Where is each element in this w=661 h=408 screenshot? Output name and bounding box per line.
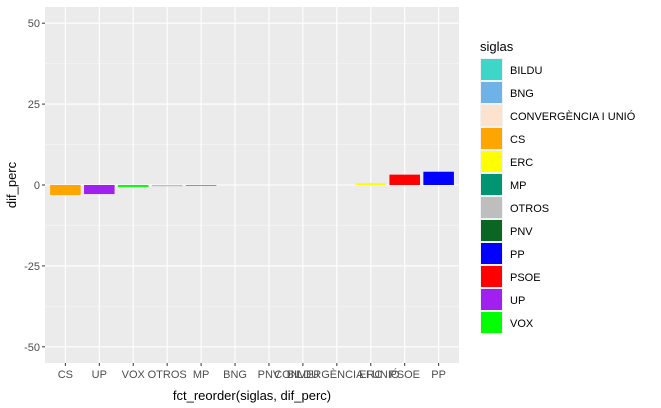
- y-tick-label: -50: [24, 342, 40, 354]
- legend-label: OTROS: [510, 203, 549, 215]
- legend-label: MP: [510, 180, 527, 192]
- x-tick-label: VOX: [122, 369, 146, 381]
- y-tick-label: -25: [24, 261, 40, 273]
- x-tick-label: PP: [431, 369, 446, 381]
- legend-label: CS: [510, 134, 525, 146]
- x-tick-label: OTROS: [148, 369, 187, 381]
- legend-swatch: [481, 312, 502, 333]
- legend-swatch: [481, 82, 502, 103]
- bar: [84, 185, 115, 195]
- y-tick-label: 50: [28, 18, 40, 30]
- legend-swatch: [481, 197, 502, 218]
- bar: [389, 174, 420, 185]
- bar: [151, 185, 183, 187]
- x-tick-label: CONVERGÈNCIA I UNIÓ: [274, 368, 400, 381]
- legend-label: BNG: [510, 88, 534, 100]
- legend-swatch: [481, 266, 502, 287]
- legend-swatch: [481, 243, 502, 264]
- legend-swatch: [481, 105, 502, 126]
- y-tick-label: 0: [34, 180, 40, 192]
- bar: [423, 171, 454, 185]
- y-axis-title: dif_perc: [4, 161, 19, 208]
- legend-label: UP: [510, 295, 525, 307]
- legend-label: PNV: [510, 226, 533, 238]
- legend-label: PSOE: [510, 272, 541, 284]
- bar: [117, 185, 149, 187]
- legend-title: siglas: [480, 39, 514, 54]
- legend-swatch: [481, 289, 502, 310]
- legend-swatch: [481, 220, 502, 241]
- legend-swatch: [481, 174, 502, 195]
- legend-label: BILDU: [510, 65, 542, 77]
- x-tick-label: PNV: [258, 369, 281, 381]
- legend-label: ERC: [510, 157, 533, 169]
- legend-swatch: [481, 151, 502, 172]
- x-tick-label: ERC: [359, 369, 382, 381]
- x-tick-label: CS: [58, 369, 73, 381]
- x-tick-label: PSOE: [389, 369, 420, 381]
- bar: [355, 183, 387, 185]
- x-tick-label: MP: [193, 369, 210, 381]
- legend-label: PP: [510, 249, 525, 261]
- x-tick-label: BILDU: [287, 369, 319, 381]
- y-axis-ticks: -50 -25 0 25 50: [24, 18, 45, 354]
- bars: [50, 171, 454, 196]
- legend: siglas BILDU BNG CONVERGÈNCIA I UNIÓ CS ERC M…: [480, 39, 636, 334]
- x-tick-label: BNG: [223, 369, 247, 381]
- x-tick-label: UP: [92, 369, 107, 381]
- bar: [50, 185, 81, 196]
- y-tick-label: 25: [28, 99, 40, 111]
- legend-label: VOX: [510, 318, 534, 330]
- x-axis-title: fct_reorder(siglas, dif_perc): [173, 388, 331, 403]
- legend-swatch: [481, 128, 502, 149]
- legend-label: CONVERGÈNCIA I UNIÓ: [510, 110, 636, 123]
- bar: [185, 185, 217, 186]
- legend-swatch: [481, 59, 502, 80]
